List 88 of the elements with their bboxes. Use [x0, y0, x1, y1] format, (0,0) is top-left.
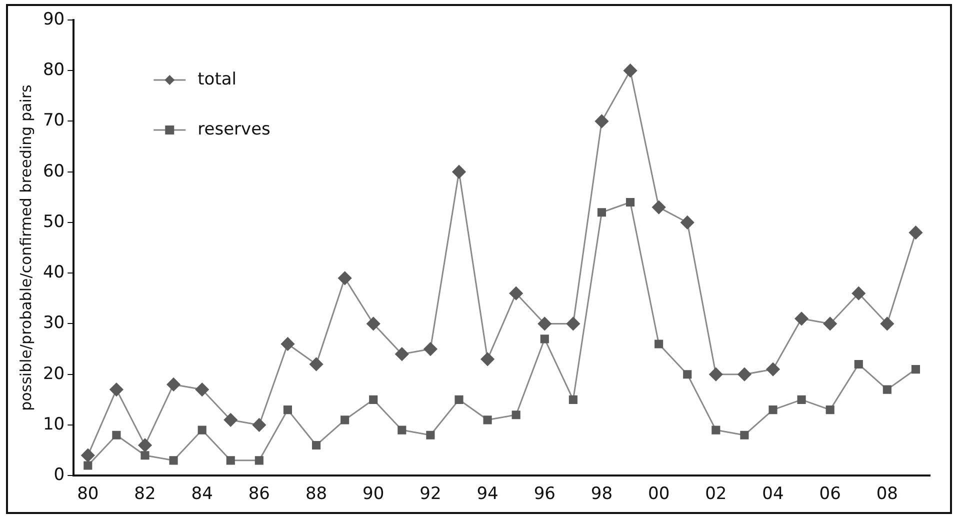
- x-tick-label: 88: [305, 484, 328, 504]
- y-tick-label: 0: [54, 465, 65, 486]
- x-tick-label: 94: [476, 484, 498, 504]
- point: [566, 316, 580, 330]
- point: [794, 312, 808, 326]
- point: [652, 200, 666, 214]
- point: [908, 226, 922, 240]
- x-tick-label: 02: [705, 484, 727, 504]
- y-tick-label: 60: [42, 161, 65, 182]
- point: [310, 357, 324, 371]
- point: [454, 395, 464, 404]
- x-tick-label: 98: [590, 484, 613, 504]
- point: [424, 342, 438, 356]
- x-tick-label: 04: [762, 484, 784, 504]
- point: [768, 406, 778, 414]
- point: [452, 165, 466, 179]
- point: [254, 456, 264, 465]
- y-tick-label: 40: [42, 262, 65, 283]
- point: [280, 337, 294, 351]
- point: [84, 461, 92, 470]
- point: [166, 378, 180, 392]
- point: [112, 430, 121, 440]
- point: [738, 368, 752, 382]
- x-tick-label: 92: [420, 484, 442, 504]
- point: [395, 347, 409, 361]
- point: [338, 271, 352, 285]
- y-tick-label: 20: [42, 364, 65, 384]
- point: [624, 64, 638, 78]
- point: [852, 286, 866, 300]
- y-tick-label: 80: [42, 60, 65, 80]
- x-tick-label: 06: [819, 484, 841, 504]
- point: [312, 440, 321, 450]
- point: [252, 418, 266, 432]
- point: [568, 395, 578, 404]
- x-tick-label: 96: [534, 484, 556, 504]
- point: [198, 426, 206, 434]
- point: [597, 208, 606, 217]
- point: [512, 410, 520, 420]
- point: [340, 416, 350, 424]
- point: [283, 406, 292, 414]
- y-tick-label: 50: [42, 212, 65, 232]
- point: [369, 395, 378, 404]
- point: [81, 448, 95, 462]
- x-tick-label: 86: [248, 484, 270, 504]
- point: [540, 334, 549, 344]
- legend-label: reserves: [198, 119, 271, 140]
- point: [740, 430, 749, 440]
- legend-label: total: [198, 69, 237, 90]
- point: [854, 360, 863, 369]
- x-tick-label: 00: [648, 484, 670, 504]
- point: [538, 316, 552, 330]
- point: [366, 316, 380, 330]
- point: [797, 395, 806, 404]
- x-tick-label: 08: [876, 484, 898, 504]
- x-tick-label: 82: [134, 484, 156, 504]
- point: [911, 365, 920, 374]
- point: [195, 382, 209, 396]
- point: [712, 426, 720, 434]
- point: [709, 368, 723, 382]
- point: [138, 438, 152, 452]
- point: [426, 430, 435, 440]
- point: [594, 114, 608, 128]
- point: [224, 413, 238, 427]
- point: [169, 456, 178, 465]
- point: [823, 316, 837, 330]
- x-tick-label: 80: [77, 484, 99, 504]
- y-tick-label: 90: [42, 9, 65, 30]
- y-tick-label: 10: [42, 414, 65, 434]
- point: [110, 382, 124, 396]
- point: [654, 340, 664, 348]
- point: [680, 216, 694, 230]
- point: [509, 286, 523, 300]
- point: [766, 362, 780, 376]
- point: [140, 451, 150, 460]
- x-tick-label: 90: [362, 484, 384, 504]
- point: [882, 385, 892, 394]
- point: [226, 456, 235, 465]
- y-axis-title: possible/probable/confirmed breeding pairs: [16, 84, 35, 411]
- point: [483, 416, 492, 424]
- point: [398, 426, 406, 434]
- point: [683, 370, 692, 379]
- y-tick-label: 70: [42, 110, 65, 131]
- x-tick-label: 84: [191, 484, 213, 504]
- y-tick-label: 30: [42, 313, 65, 334]
- point: [826, 406, 834, 414]
- point: [880, 316, 894, 330]
- point: [480, 352, 494, 366]
- point: [626, 198, 635, 207]
